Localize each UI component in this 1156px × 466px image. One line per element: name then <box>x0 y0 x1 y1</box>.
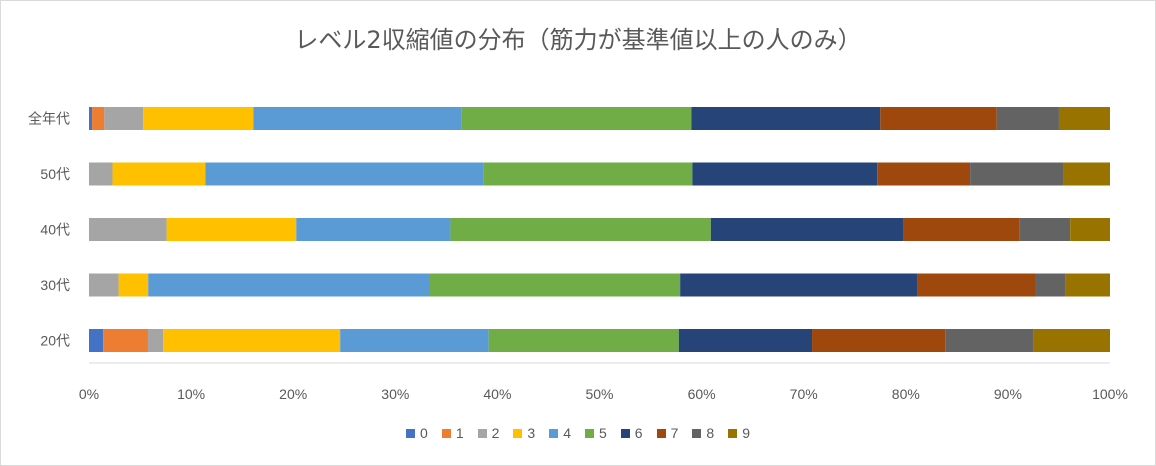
legend-label: 4 <box>563 425 571 441</box>
bar-segment <box>880 107 997 130</box>
bar-segment <box>1019 218 1071 241</box>
y-category-label: 30代 <box>40 277 70 293</box>
legend-label: 0 <box>420 425 428 441</box>
bar-segment <box>118 273 149 297</box>
bar-segment <box>89 107 93 130</box>
legend-swatch <box>585 428 594 438</box>
legend-swatch <box>728 428 738 438</box>
bar-segment <box>163 329 341 352</box>
legend-label: 8 <box>706 425 715 441</box>
bar-segment <box>917 273 1036 297</box>
bar-segment <box>112 162 206 186</box>
legend-label: 5 <box>599 425 607 441</box>
chart-legend: 0 1 2 3 4 5 6 7 8 9 <box>0 425 1156 441</box>
bar-segment <box>89 273 119 297</box>
bar-segment <box>296 218 451 241</box>
x-tick-label: 100% <box>1092 386 1128 402</box>
bar-segment <box>970 162 1064 186</box>
bar-segment <box>92 107 105 130</box>
bar-segment <box>710 218 904 241</box>
y-category-label: 全年代 <box>28 111 70 127</box>
bar-segment <box>812 329 946 352</box>
legend-label: 2 <box>491 425 500 441</box>
bar-segment <box>488 329 679 352</box>
bar-segment <box>692 162 878 186</box>
bar-segment <box>428 273 681 297</box>
legend-label: 3 <box>527 425 536 441</box>
legend-item: 5 <box>585 425 607 441</box>
bar-segment <box>1058 107 1110 130</box>
legend-swatch <box>620 428 630 438</box>
bar-segment <box>340 329 489 352</box>
y-category-label: 20代 <box>40 333 70 349</box>
legend-swatch <box>656 428 666 438</box>
chart-title: レベル2収縮値の分布（筋力が基準値以上の人のみ） <box>294 26 862 54</box>
legend-item: 7 <box>656 425 679 441</box>
bar-segment <box>1070 218 1110 241</box>
legend-item: 0 <box>406 425 428 441</box>
legend-item: 9 <box>728 425 750 441</box>
bar-segment <box>89 329 104 352</box>
legend-swatch <box>406 428 416 438</box>
bar-segment <box>461 107 692 130</box>
legend-label: 9 <box>742 425 750 441</box>
x-tick-label: 0% <box>79 386 99 402</box>
bar-segment <box>678 329 813 352</box>
legend-swatch <box>692 428 702 438</box>
bar-segment <box>89 162 113 186</box>
x-tick-label: 50% <box>585 386 613 402</box>
bar-segment <box>691 107 881 130</box>
bar-segment <box>89 218 167 241</box>
y-category-label: 40代 <box>40 222 70 238</box>
bar-segment <box>1065 273 1110 297</box>
x-tick-label: 70% <box>790 386 818 402</box>
y-category-label: 50代 <box>40 166 70 182</box>
bar-segment <box>103 329 148 352</box>
legend-item: 8 <box>692 425 714 441</box>
bar-segment <box>1063 162 1110 186</box>
bar-segment <box>143 107 254 130</box>
legend-label: 1 <box>455 425 464 441</box>
bar-segment <box>945 329 1034 352</box>
bar-segment <box>166 218 297 241</box>
bar-segment <box>877 162 971 186</box>
legend-item: 4 <box>549 425 571 441</box>
bar-segment <box>450 218 711 241</box>
bar-segment <box>148 273 429 297</box>
bar-segment <box>996 107 1059 130</box>
bar-segment <box>680 273 918 297</box>
legend-label: 7 <box>670 425 679 441</box>
legend-item: 1 <box>441 425 464 441</box>
legend-label: 6 <box>634 425 643 441</box>
bar-segment <box>104 107 144 130</box>
bar-segment <box>253 107 462 130</box>
legend-swatch <box>513 428 523 438</box>
bar-segment <box>205 162 484 186</box>
legend-item: 3 <box>513 425 535 441</box>
bar-segment <box>1035 273 1066 297</box>
legend-swatch <box>441 428 451 438</box>
x-tick-label: 60% <box>688 386 716 402</box>
bar-segment <box>483 162 693 186</box>
x-tick-label: 10% <box>177 386 205 402</box>
legend-swatch <box>549 428 559 438</box>
x-tick-label: 90% <box>994 386 1022 402</box>
x-tick-label: 40% <box>483 386 511 402</box>
legend-item: 2 <box>477 425 500 441</box>
bar-segment <box>903 218 1020 241</box>
x-tick-label: 20% <box>279 386 307 402</box>
bar-segment <box>147 329 164 352</box>
x-tick-label: 30% <box>381 386 409 402</box>
bar-segment <box>1033 329 1110 352</box>
legend-swatch <box>477 428 487 438</box>
legend-item: 6 <box>620 425 643 441</box>
x-tick-label: 80% <box>892 386 920 402</box>
